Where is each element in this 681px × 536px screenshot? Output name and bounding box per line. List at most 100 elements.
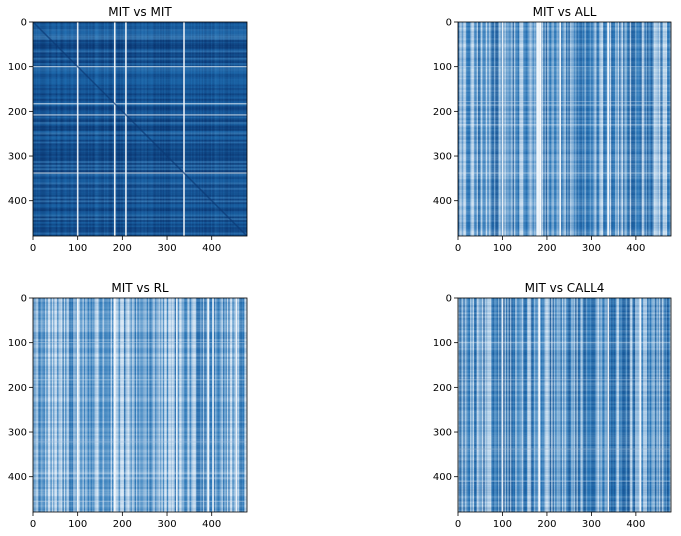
heatmap-row <box>33 157 247 160</box>
heatmap-row <box>458 168 671 171</box>
heatmap-column <box>150 22 153 236</box>
heatmap-column <box>504 298 507 512</box>
heatmap-column <box>205 22 208 236</box>
heatmap-column <box>592 22 595 236</box>
heatmap-column <box>631 298 633 512</box>
heatmap-column <box>69 298 72 512</box>
heatmap-column <box>133 298 136 512</box>
heatmap-column <box>172 298 175 512</box>
heatmap-column <box>664 22 667 236</box>
y-tick-label: 0 <box>21 294 27 305</box>
heatmap-row <box>33 412 247 415</box>
heatmap-column <box>46 298 49 512</box>
heatmap-column <box>240 298 243 512</box>
heatmap-row <box>33 209 247 212</box>
heatmap-row <box>458 340 671 343</box>
heatmap-row <box>458 73 671 76</box>
heatmap-column <box>122 22 125 236</box>
heatmap-column <box>528 22 531 236</box>
heatmap-column <box>589 298 592 512</box>
heatmap-column <box>144 298 146 512</box>
y-tick-label: 100 <box>8 62 27 73</box>
heatmap-row <box>458 353 671 356</box>
heatmap-row <box>33 211 247 214</box>
heatmap-row <box>33 346 247 349</box>
heatmap-column <box>133 22 136 236</box>
heatmap-column <box>500 22 503 236</box>
heatmap-column <box>544 22 547 236</box>
heatmap-row <box>458 499 671 502</box>
heatmap-column <box>605 298 608 512</box>
heatmap-column <box>69 22 72 236</box>
y-tick-label: 400 <box>8 472 27 483</box>
heatmap-column <box>583 298 586 512</box>
heatmap-column <box>493 298 496 512</box>
heatmap-row <box>33 120 247 123</box>
heatmap-row <box>33 84 247 87</box>
heatmap-column <box>515 298 518 512</box>
heatmap-row <box>458 483 671 486</box>
heatmap-column <box>629 22 632 236</box>
heatmap-row <box>33 326 247 329</box>
heatmap-column <box>636 22 639 236</box>
heatmap-row <box>458 310 671 313</box>
heatmap-row <box>33 125 247 128</box>
heatmap-row <box>458 166 671 169</box>
heatmap-row <box>458 202 671 205</box>
x-tick-label: 300 <box>582 243 601 254</box>
heatmap-column <box>595 298 598 512</box>
heatmap-row <box>33 478 247 481</box>
heatmap-row <box>33 168 247 171</box>
heatmap-row <box>458 299 671 302</box>
heatmap-column <box>519 22 522 236</box>
heatmap-row <box>33 440 247 443</box>
heatmap-row <box>33 38 247 41</box>
heatmap-row <box>458 164 671 167</box>
heatmap-column <box>529 298 532 512</box>
heatmap-column <box>627 298 629 512</box>
heatmap-row <box>33 91 247 94</box>
heatmap-row <box>458 387 671 390</box>
heatmap-column <box>65 22 68 236</box>
heatmap-column <box>636 298 639 512</box>
heatmap-column <box>493 22 496 236</box>
heatmap-column <box>479 22 482 236</box>
heatmap-column <box>194 298 197 512</box>
heatmap-row <box>458 458 671 461</box>
heatmap-row <box>33 148 247 151</box>
heatmap-column <box>519 298 522 512</box>
heatmap-row <box>33 184 247 187</box>
heatmap-row <box>33 193 247 196</box>
heatmap-row <box>33 230 247 233</box>
heatmap-row <box>458 52 671 55</box>
heatmap-column <box>214 22 217 236</box>
heatmap-row <box>33 394 247 397</box>
heatmap-row <box>458 45 671 48</box>
heatmap-row <box>33 68 247 71</box>
heatmap-column <box>604 22 607 236</box>
heatmap-bright-column <box>212 298 214 512</box>
heatmap-row <box>458 446 671 449</box>
heatmap-row <box>458 451 671 454</box>
heatmap-column <box>78 22 81 236</box>
heatmap-column <box>135 298 138 512</box>
heatmap-column <box>621 298 624 512</box>
heatmap-column <box>464 298 467 512</box>
heatmap-row <box>458 328 671 331</box>
heatmap-column <box>560 298 563 512</box>
heatmap-column <box>97 22 100 236</box>
x-tick-label: 200 <box>113 243 132 254</box>
heatmap-column <box>640 22 643 236</box>
heatmap-row <box>458 351 671 354</box>
heatmap-row <box>33 374 247 377</box>
heatmap-column <box>555 298 558 512</box>
heatmap-row <box>33 118 247 121</box>
heatmap-column <box>641 298 644 512</box>
heatmap-column <box>579 298 582 512</box>
heatmap-row <box>458 205 671 208</box>
heatmap-row <box>33 447 247 450</box>
heatmap-row <box>458 200 671 203</box>
heatmap-row <box>33 399 247 402</box>
heatmap-row <box>458 508 671 511</box>
heatmap-row <box>33 497 247 500</box>
